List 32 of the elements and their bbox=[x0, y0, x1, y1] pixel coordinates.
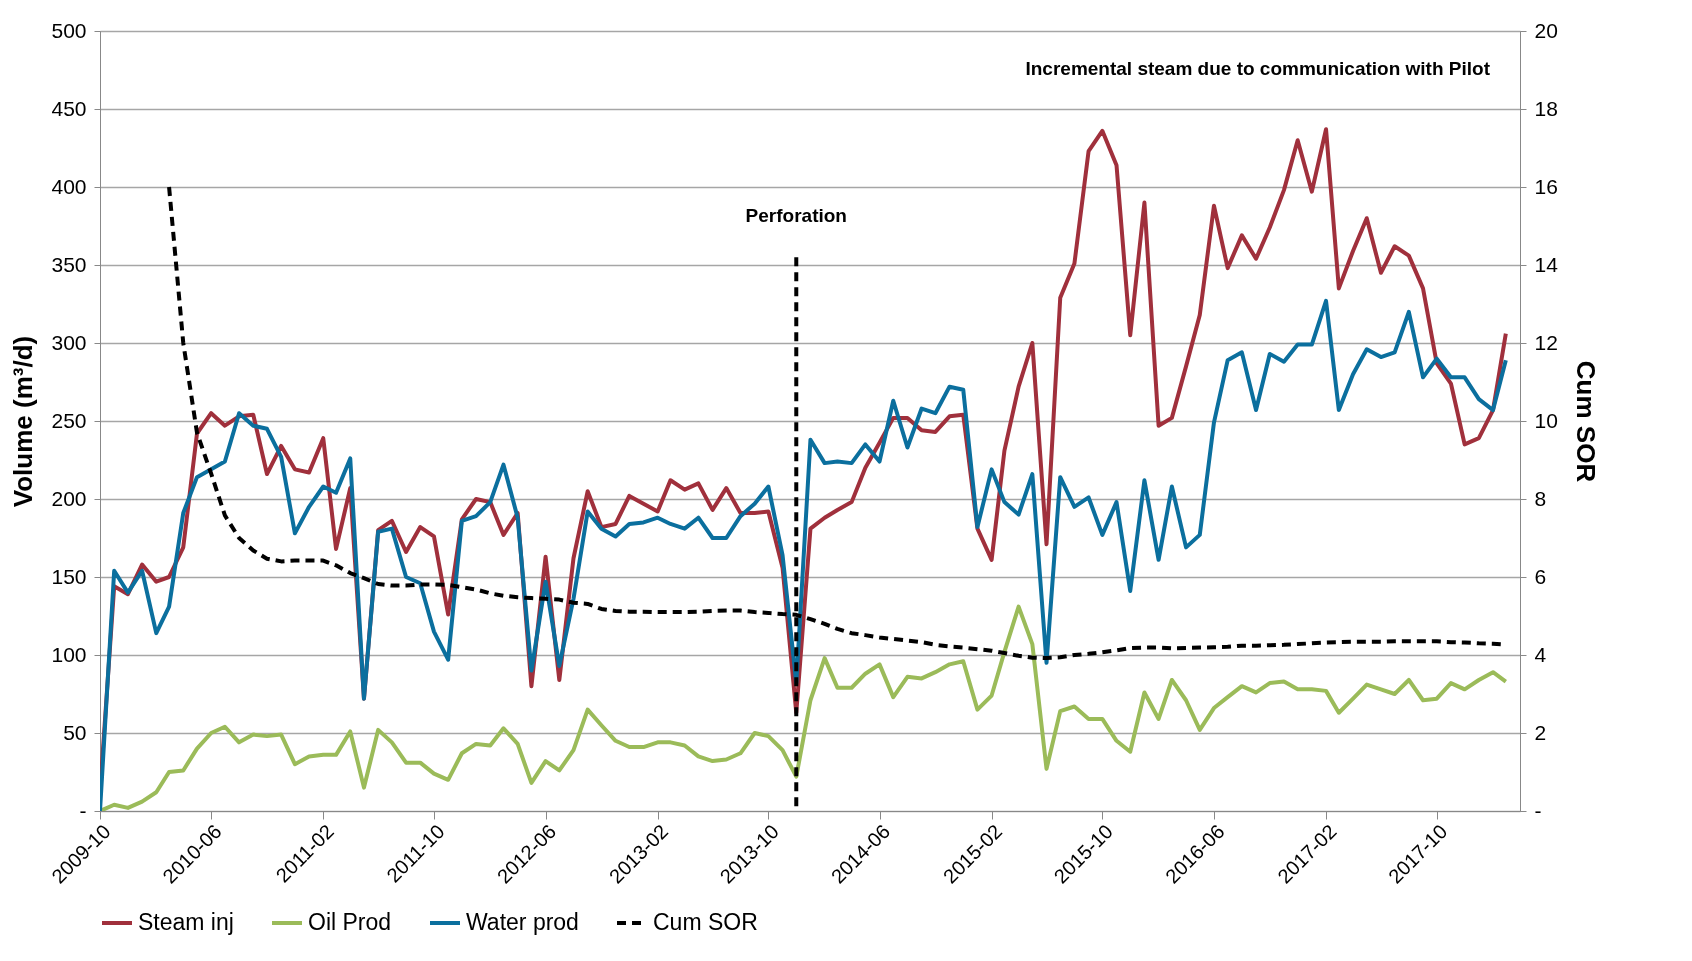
y2-axis-title: Cum SOR bbox=[1570, 360, 1601, 483]
line-series bbox=[100, 298, 1508, 811]
y2-tick-label: 14 bbox=[1534, 252, 1559, 276]
y-tick-label: 100 bbox=[51, 642, 87, 666]
legend-label: Cum SOR bbox=[653, 909, 758, 935]
y2-tick-label: 12 bbox=[1534, 330, 1558, 354]
legend-label: Oil Prod bbox=[308, 909, 392, 935]
y2-tick-label: 10 bbox=[1534, 408, 1558, 432]
y-tick-label: 300 bbox=[51, 330, 87, 354]
ref-line-label: Perforation bbox=[745, 205, 847, 226]
y-tick-label: 450 bbox=[51, 96, 87, 120]
y2-tick-label: 6 bbox=[1534, 564, 1547, 588]
annotation: Incremental steam due to communication with Pilot bbox=[1025, 58, 1491, 79]
y-tick-label: 350 bbox=[51, 252, 87, 276]
y2-tick-label: - bbox=[1534, 798, 1542, 822]
y2-tick-label: 2 bbox=[1534, 720, 1547, 744]
legend-label: Water prod bbox=[466, 909, 579, 935]
y2-tick-label: 8 bbox=[1534, 486, 1547, 510]
y2-tick-label: 4 bbox=[1534, 642, 1547, 666]
y-tick-label: - bbox=[79, 798, 87, 822]
y-axis-title: Volume (m³/d) bbox=[8, 335, 39, 508]
y2-tick-label: 16 bbox=[1534, 174, 1558, 198]
legend-label: Steam inj bbox=[138, 909, 234, 935]
y2-tick-label: 20 bbox=[1534, 18, 1558, 42]
y-tick-label: 500 bbox=[51, 18, 87, 42]
line-series bbox=[100, 604, 1508, 811]
y-tick-label: 50 bbox=[63, 720, 87, 744]
y-tick-label: 250 bbox=[51, 408, 87, 432]
y-tick-label: 400 bbox=[51, 174, 87, 198]
y-tick-label: 150 bbox=[51, 564, 87, 588]
y-tick-label: 200 bbox=[51, 486, 87, 510]
y2-tick-label: 18 bbox=[1534, 96, 1558, 120]
